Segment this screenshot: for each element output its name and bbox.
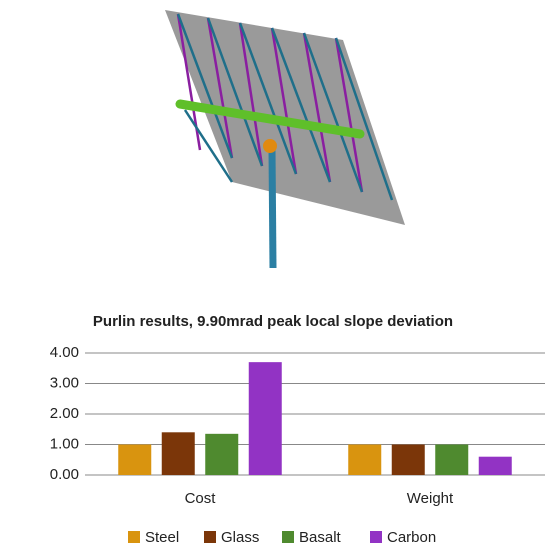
legend-label: Carbon [387,529,436,546]
pivot [263,139,277,153]
x-tick-label: Weight [407,490,454,507]
solar-collector-illustration [165,10,405,269]
legend-label: Glass [221,529,259,546]
bar [391,444,425,475]
x-tick-label: Cost [185,490,217,507]
bar [435,444,469,475]
legend-swatch [204,531,216,543]
chart-title: Purlin results, 9.90mrad peak local slop… [93,313,453,330]
legend-label: Basalt [299,529,342,546]
bar [478,456,512,475]
y-tick-label: 1.00 [50,435,79,452]
truss [176,13,394,201]
legend-label: Steel [145,529,179,546]
bar [161,432,195,475]
y-tick-label: 4.00 [50,344,79,361]
bar [118,444,152,475]
y-tick-label: 0.00 [50,466,79,483]
legend-swatch [370,531,382,543]
bar [248,362,282,475]
torque-tube [175,99,365,139]
y-tick-label: 3.00 [50,374,79,391]
y-tick-label: 2.00 [50,405,79,422]
legend-swatch [282,531,294,543]
pole [268,149,277,269]
legend-swatch [128,531,140,543]
bar [348,444,382,475]
bar [205,433,239,475]
